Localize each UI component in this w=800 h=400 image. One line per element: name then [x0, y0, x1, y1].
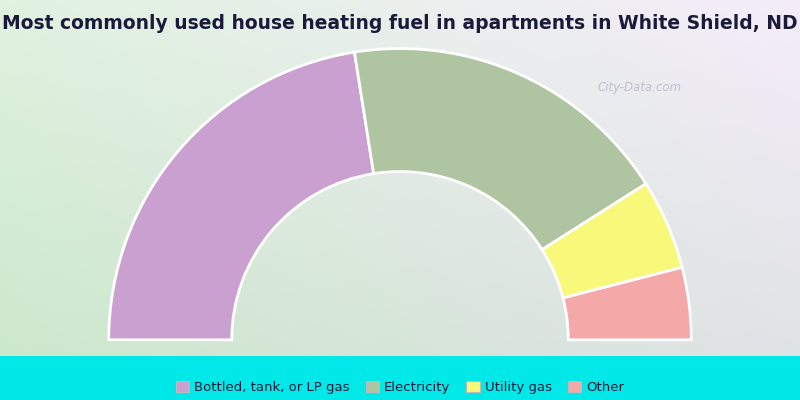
Text: Most commonly used house heating fuel in apartments in White Shield, ND: Most commonly used house heating fuel in… — [2, 14, 798, 33]
Wedge shape — [563, 267, 691, 340]
Legend: Bottled, tank, or LP gas, Electricity, Utility gas, Other: Bottled, tank, or LP gas, Electricity, U… — [170, 375, 630, 399]
Wedge shape — [542, 184, 682, 298]
Wedge shape — [354, 48, 646, 250]
Wedge shape — [109, 52, 374, 340]
Text: City-Data.com: City-Data.com — [598, 82, 682, 94]
